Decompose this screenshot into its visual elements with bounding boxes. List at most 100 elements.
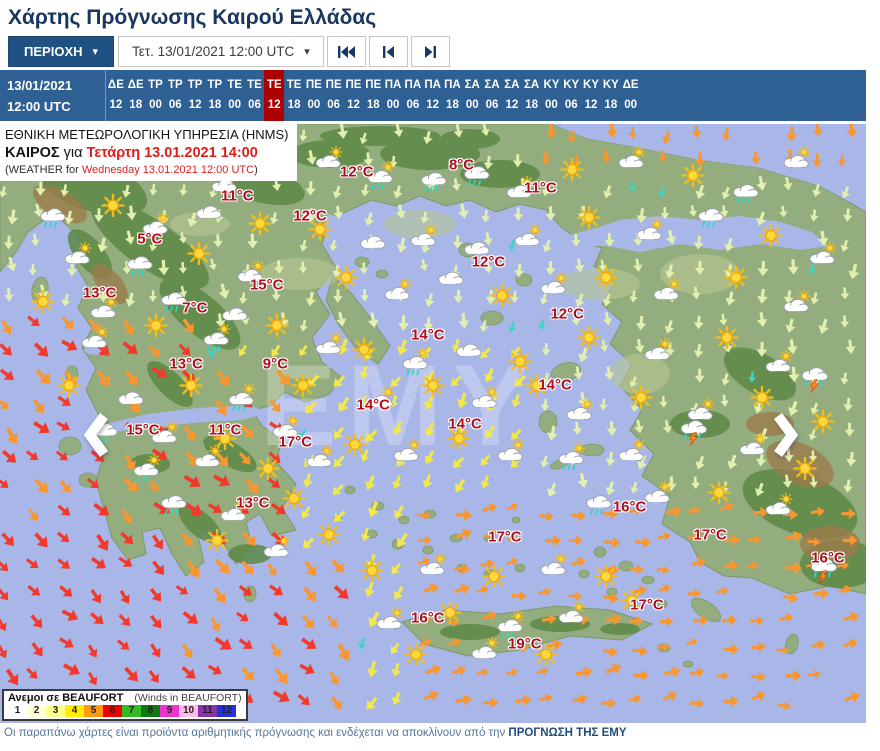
timestep-ΣΑ-00[interactable]: ΣΑ 00 [464,79,480,111]
timestep-ΣΑ-06[interactable]: ΣΑ 06 [484,79,500,111]
toolbar: ΠΕΡΙΟΧΗ ▾ Τετ. 13/01/2021 12:00 UTC ▾ [8,36,880,67]
wind-arrow [213,474,231,487]
timestep-ΤΕ-18[interactable]: ΤΕ 18 [286,79,302,111]
timestep-ΚΥ-06[interactable]: ΚΥ 06 [563,79,580,111]
wind-arrow [34,478,48,494]
wind-arrow [747,535,761,545]
wind-arrow [395,204,406,219]
timestep-ΔΕ-12[interactable]: ΔΕ 12 [107,79,124,111]
wind-arrow [841,508,857,519]
timestep-ΠΕ-06[interactable]: ΠΕ 06 [325,79,342,111]
wind-arrow [158,259,170,276]
timestep-ΚΥ-12[interactable]: ΚΥ 12 [583,79,600,111]
timestep-ΔΕ-00[interactable]: ΔΕ 00 [622,79,639,111]
legend-title-gr: Ανεμοι σε BEAUFORT [8,692,124,704]
prev-timestep-button[interactable] [368,36,408,67]
wind-arrow [359,132,368,145]
datetime-dropdown[interactable]: Τετ. 13/01/2021 12:00 UTC ▾ [118,36,324,67]
wind-arrow [398,315,409,331]
wind-arrow [180,532,194,547]
wind-arrow [448,157,457,170]
timestep-ΔΕ-18[interactable]: ΔΕ 18 [127,79,144,111]
timestep-ΠΕ-00[interactable]: ΠΕ 00 [305,79,322,111]
timestep-ΤΕ-12[interactable]: ΤΕ 12 [264,70,285,121]
weather-icons-layer [0,124,866,723]
temperature-label: 7°C [182,299,208,317]
map-prev-arrow[interactable] [82,412,112,463]
wind-arrow [267,477,280,488]
timestep-ΠΑ-12[interactable]: ΠΑ 12 [424,79,441,111]
timestep-ΤΕ-00[interactable]: ΤΕ 00 [227,79,243,111]
wind-arrow [238,638,253,649]
sun-icon [447,427,471,455]
wind-arrow [451,178,461,191]
wind-arrow [810,506,825,517]
wind-arrow [33,203,43,218]
wind-arrow [446,618,460,628]
wind-arrow [756,312,768,327]
wind-arrow [302,473,313,488]
wind-arrow [637,455,647,470]
wind-arrow [0,398,9,410]
sun-cloud-icon [305,444,335,474]
timestep-ΤΡ-18[interactable]: ΤΡ 18 [207,79,223,111]
wind-arrow [688,531,702,541]
wind-arrow [603,185,613,199]
wind-arrow [541,343,551,356]
wind-arrow [329,671,340,686]
region-dropdown-button[interactable]: ΠΕΡΙΟΧΗ ▾ [8,36,115,67]
next-timestep-button[interactable] [410,36,450,67]
sun-icon [438,600,463,629]
wind-arrow [181,643,193,659]
timestep-ΠΕ-12[interactable]: ΠΕ 12 [345,79,362,111]
wind-arrow [270,643,281,658]
map-next-arrow[interactable] [770,412,800,463]
timestep-ΤΕ-06[interactable]: ΤΕ 06 [247,79,262,111]
sun-cloud-icon [557,600,587,630]
timestep-ΚΥ-00[interactable]: ΚΥ 00 [543,79,560,111]
wind-arrow [417,510,431,520]
wind-arrow [215,558,230,574]
timestep-ΣΑ-18[interactable]: ΣΑ 18 [524,79,540,111]
wind-arrow [748,371,757,383]
wind-arrow [840,315,850,328]
timestep-ΠΑ-18[interactable]: ΠΑ 18 [444,79,461,111]
timestep-ΠΑ-00[interactable]: ΠΑ 00 [384,79,402,111]
timestep-ΚΥ-18[interactable]: ΚΥ 18 [602,79,619,111]
forecast-link[interactable]: ΠΡΟΓΝΩΣΗ ΤΗΣ ΕΜΥ [508,727,627,738]
wind-arrow [299,239,308,252]
page-title: Χάρτης Πρόγνωσης Καιρού Ελλάδας [8,6,377,29]
wind-arrow [662,691,678,702]
wind-arrow [724,534,741,546]
timestep-ΤΡ-12[interactable]: ΤΡ 12 [187,79,203,111]
wind-arrow [363,152,374,166]
wind-arrow [424,450,435,465]
wind-arrow [241,667,254,681]
wind-arrow [214,399,227,416]
beaufort-6: 6 [103,705,122,717]
wind-arrow [298,261,308,274]
wind-arrow [482,610,497,622]
wind-arrow [602,293,612,307]
wind-arrow [207,664,222,675]
timestep-ΤΡ-06[interactable]: ΤΡ 06 [167,79,183,111]
sun-rain-icon [557,441,587,477]
timestep-ΤΡ-00[interactable]: ΤΡ 00 [148,79,163,111]
timestep-ΠΕ-18[interactable]: ΠΕ 18 [365,79,382,111]
weather-map[interactable]: ΕΜΥ 12°C 8°C 11°C 11°C 12°C 5°C 12°C 15°C 13°C 7°… [0,124,866,723]
sun-icon [706,480,731,509]
wind-arrow [577,472,589,488]
current-timestep-label: 13/01/2021 12:00 UTC [0,70,106,121]
timestep-ΣΑ-12[interactable]: ΣΑ 12 [504,79,520,111]
sun-cloud-icon [470,385,500,415]
first-timestep-button[interactable] [326,36,366,67]
wind-arrow [360,184,370,197]
wind-arrow [508,239,517,251]
timestep-ΠΑ-06[interactable]: ΠΑ 06 [404,79,422,111]
sun-icon [576,325,601,354]
temperature-label: 17°C [630,596,664,614]
wind-arrow [423,690,439,702]
wind-arrow [779,613,794,623]
sun-icon [559,157,584,186]
wind-arrow [242,531,257,546]
